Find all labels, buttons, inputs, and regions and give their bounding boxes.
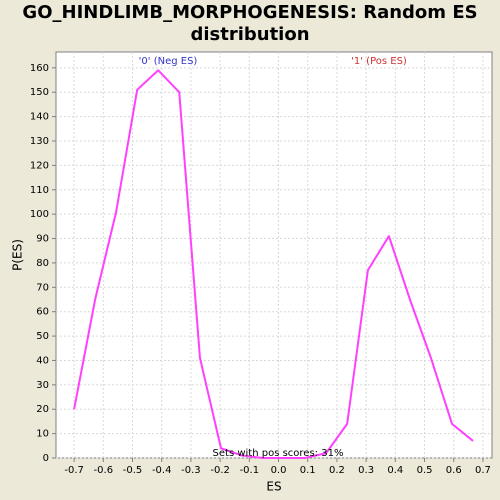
- y-tick-label: 130: [30, 136, 49, 147]
- y-tick-label: 90: [36, 234, 49, 245]
- x-tick-label: -0.7: [64, 465, 84, 476]
- y-tick-label: 10: [36, 429, 49, 440]
- x-tick-label: 0.2: [329, 465, 345, 476]
- x-tick-label: 0.0: [271, 465, 287, 476]
- x-axis-label: ES: [266, 480, 281, 494]
- x-tick-label: 0.7: [475, 465, 491, 476]
- x-tick-label: -0.1: [240, 465, 260, 476]
- x-tick-label: 0.6: [446, 465, 462, 476]
- y-tick-label: 50: [36, 331, 49, 342]
- chart-title: GO_HINDLIMB_MORPHOGENESIS: Random ES dis…: [22, 2, 478, 45]
- y-tick-label: 160: [30, 63, 49, 74]
- y-tick-label: 30: [36, 380, 49, 391]
- x-tick-label: -0.6: [94, 465, 114, 476]
- x-tick-label: -0.2: [210, 465, 230, 476]
- plot-area: [55, 51, 493, 459]
- y-tick-label: 150: [30, 87, 49, 98]
- x-tick-label: -0.3: [181, 465, 201, 476]
- y-tick-label: 120: [30, 160, 49, 171]
- y-tick-label: 70: [36, 282, 49, 293]
- y-tick-label: 140: [30, 112, 49, 123]
- annotation: Sets with pos scores: 31%: [213, 448, 344, 459]
- y-tick-label: 80: [36, 258, 49, 269]
- y-tick-label: 110: [30, 185, 49, 196]
- x-tick-label: -0.5: [123, 465, 143, 476]
- y-tick-label: 20: [36, 404, 49, 415]
- y-tick-label: 40: [36, 355, 49, 366]
- annotation: '1' (Pos ES): [351, 56, 407, 67]
- x-tick-label: -0.4: [152, 465, 172, 476]
- x-tick-label: 0.5: [417, 465, 433, 476]
- x-tick-label: 0.3: [358, 465, 374, 476]
- annotation: '0' (Neg ES): [139, 56, 198, 67]
- data-line: [73, 69, 474, 459]
- y-tick-label: 60: [36, 307, 49, 318]
- y-tick-label: 100: [30, 209, 49, 220]
- x-tick-label: 0.4: [387, 465, 403, 476]
- x-tick-label: 0.1: [300, 465, 316, 476]
- y-tick-label: 0: [43, 453, 49, 464]
- y-axis-label: P(ES): [11, 239, 25, 271]
